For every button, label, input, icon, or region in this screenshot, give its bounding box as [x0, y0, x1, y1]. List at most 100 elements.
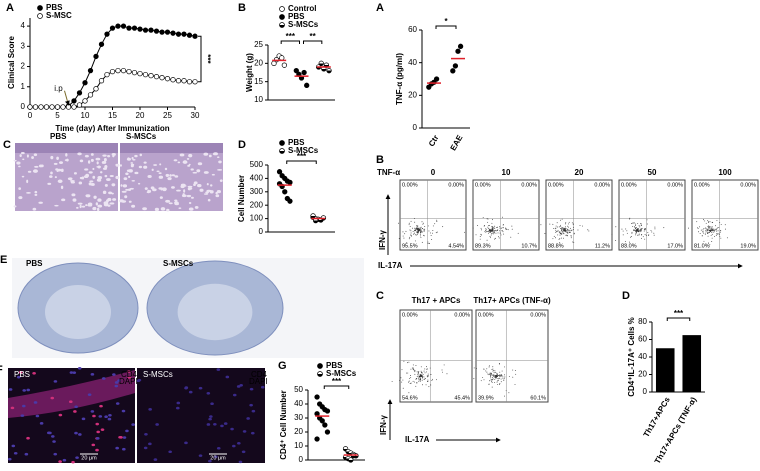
legend-label: S-MSCs	[326, 369, 357, 378]
event-dot	[720, 224, 722, 225]
event-dot	[711, 241, 713, 242]
event-dot	[418, 380, 420, 382]
event-dot	[492, 370, 494, 372]
point	[109, 25, 116, 31]
tissue-texture	[57, 179, 63, 184]
tissue-texture	[33, 153, 38, 157]
event-dot	[499, 376, 501, 378]
nucleus	[58, 460, 62, 463]
event-dot	[499, 383, 501, 385]
event-dot	[572, 223, 574, 225]
event-dot	[709, 232, 710, 233]
event-dot	[708, 221, 710, 223]
x-tick-label: Ctr	[427, 134, 441, 149]
nucleus	[122, 447, 126, 451]
tissue-texture	[121, 200, 127, 203]
nucleus	[11, 444, 16, 448]
event-dot	[640, 230, 642, 232]
event-dot	[708, 242, 709, 244]
tissue-texture	[148, 190, 152, 193]
event-dot	[418, 229, 420, 231]
event-dot	[637, 230, 639, 232]
nucleus	[112, 373, 116, 376]
event-dot	[565, 234, 567, 236]
tissue-texture	[49, 175, 53, 178]
legend-label: S-MSC	[46, 11, 72, 20]
event-dot	[418, 377, 420, 379]
image-title: PBS	[26, 259, 43, 268]
event-dot	[491, 227, 493, 229]
tissue-texture	[183, 189, 186, 193]
event-dot	[497, 229, 499, 231]
event-dot	[418, 231, 419, 233]
tissue-texture	[85, 204, 88, 207]
event-dot	[487, 231, 489, 233]
point	[49, 104, 55, 110]
y-tick-label: 40	[294, 399, 303, 408]
nucleus	[73, 410, 77, 413]
event-dot	[711, 237, 713, 239]
event-dot	[435, 232, 437, 234]
y-tick-label: 400	[250, 174, 264, 183]
flow-title: Th17+ APCs (TNF-α)	[473, 296, 551, 305]
event-dot	[481, 234, 483, 236]
point	[137, 70, 143, 77]
event-dot	[398, 237, 400, 239]
event-dot	[653, 232, 655, 234]
tissue-texture	[95, 202, 99, 206]
event-dot	[473, 378, 475, 380]
event-dot	[704, 220, 706, 222]
event-dot	[716, 228, 718, 230]
event-dot	[418, 378, 420, 380]
tissue-texture	[97, 176, 103, 180]
nucleus	[184, 386, 189, 389]
tissue-texture	[162, 187, 167, 191]
event-dot	[514, 384, 516, 385]
event-dot	[420, 235, 421, 237]
point	[324, 408, 331, 414]
tissue-texture	[85, 173, 90, 178]
tissue-texture	[169, 174, 172, 177]
event-dot	[710, 230, 712, 231]
tissue-texture	[96, 166, 102, 168]
event-dot	[402, 235, 404, 237]
event-dot	[426, 371, 427, 373]
y-tick-label: 25	[254, 40, 263, 49]
event-dot	[492, 378, 494, 380]
event-dot	[490, 373, 491, 375]
event-dot	[624, 241, 626, 242]
tissue-texture	[152, 188, 157, 192]
event-dot	[492, 232, 494, 234]
event-dot	[491, 374, 493, 376]
event-dot	[413, 230, 415, 232]
tissue-texture	[102, 167, 108, 170]
event-dot	[423, 376, 425, 378]
event-dot	[421, 221, 423, 223]
dose-label: 0	[431, 168, 436, 177]
tissue-texture	[160, 207, 166, 211]
annotation-arrow	[64, 90, 70, 106]
event-dot	[418, 372, 420, 374]
event-dot	[646, 223, 648, 225]
event-dot	[494, 229, 496, 231]
event-dot	[625, 228, 627, 230]
event-dot	[499, 232, 501, 234]
event-dot	[409, 229, 411, 231]
tissue-texture	[197, 162, 203, 166]
event-dot	[488, 366, 490, 368]
event-dot	[624, 244, 626, 246]
event-dot	[493, 230, 495, 232]
event-dot	[553, 227, 555, 229]
stain-label: CD4	[251, 370, 268, 379]
tissue-texture	[34, 190, 38, 194]
event-dot	[485, 229, 486, 231]
event-dot	[561, 230, 563, 232]
event-dot	[554, 228, 556, 230]
event-dot	[492, 368, 494, 370]
legend-label: S-MSCs	[288, 20, 319, 29]
event-dot	[510, 236, 512, 238]
event-dot	[711, 228, 713, 230]
event-dot	[639, 229, 641, 231]
event-dot	[701, 235, 703, 237]
event-dot	[648, 234, 650, 236]
